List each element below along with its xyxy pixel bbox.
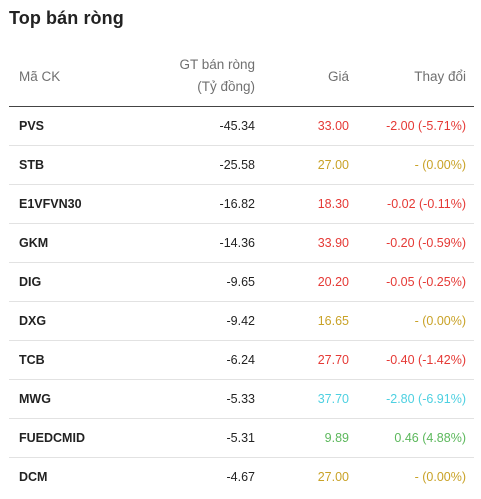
header-net-value-line2: (Tỷ đồng): [197, 79, 255, 94]
price: 16.65: [317, 314, 349, 328]
price: 9.89: [324, 431, 349, 445]
stock-code[interactable]: DXG: [19, 314, 47, 328]
price-change: - (0.00%): [414, 470, 466, 484]
stock-code[interactable]: STB: [19, 158, 44, 172]
price-change: - (0.00%): [414, 158, 466, 172]
table-body: PVS -45.34 33.00 -2.00 (-5.71%) STB -25.58 27.…: [9, 107, 474, 496]
price-change: -0.05 (-0.25%): [386, 275, 466, 289]
net-sell-value: -16.82: [219, 197, 255, 211]
table-row[interactable]: STB -25.58 27.00 - (0.00%): [9, 146, 474, 185]
net-sell-value: -25.58: [219, 158, 255, 172]
table-row[interactable]: GKM -14.36 33.90 -0.20 (-0.59%): [9, 224, 474, 263]
net-sell-value: -14.36: [219, 236, 255, 250]
stock-code[interactable]: FUEDCMID: [19, 431, 85, 445]
net-sell-value: -5.31: [226, 431, 256, 445]
stock-code[interactable]: MWG: [19, 392, 51, 406]
stock-code[interactable]: GKM: [19, 236, 49, 250]
price: 27.00: [317, 158, 349, 172]
price: 20.20: [317, 275, 349, 289]
price-change: -0.02 (-0.11%): [387, 197, 466, 211]
table-row[interactable]: E1VFVN30 -16.82 18.30 -0.02 (-0.11%): [9, 185, 474, 224]
table-row[interactable]: DIG -9.65 20.20 -0.05 (-0.25%): [9, 263, 474, 302]
header-code[interactable]: Mã CK: [19, 69, 61, 84]
price-change: -2.80 (-6.91%): [386, 392, 466, 406]
header-divider: [9, 106, 474, 107]
stock-code[interactable]: TCB: [19, 353, 45, 367]
net-sell-value: -9.42: [226, 314, 256, 328]
net-sell-value: -6.24: [226, 353, 256, 367]
header-net-value-line1: GT bán ròng: [179, 57, 255, 72]
table-header: Mã CK GT bán ròng (Tỷ đồng) Giá Thay đổi: [9, 52, 474, 104]
table-row[interactable]: DXG -9.42 16.65 - (0.00%): [9, 302, 474, 341]
price-change: -2.00 (-5.71%): [386, 119, 466, 133]
net-sell-value: -4.67: [226, 470, 256, 484]
table-row[interactable]: DCM -4.67 27.00 - (0.00%): [9, 458, 474, 496]
price-change: 0.46 (4.88%): [394, 431, 466, 445]
price: 33.90: [317, 236, 349, 250]
table-row[interactable]: PVS -45.34 33.00 -2.00 (-5.71%): [9, 107, 474, 146]
table-row[interactable]: TCB -6.24 27.70 -0.40 (-1.42%): [9, 341, 474, 380]
price: 33.00: [317, 119, 349, 133]
net-sell-value: -5.33: [226, 392, 256, 406]
table-row[interactable]: FUEDCMID -5.31 9.89 0.46 (4.88%): [9, 419, 474, 458]
net-sell-value: -45.34: [219, 119, 255, 133]
price-change: -0.20 (-0.59%): [386, 236, 466, 250]
header-price[interactable]: Giá: [327, 69, 349, 84]
stock-code[interactable]: DIG: [19, 275, 42, 289]
price: 27.00: [317, 470, 349, 484]
price: 27.70: [317, 353, 349, 367]
net-sell-value: -9.65: [226, 275, 256, 289]
header-change[interactable]: Thay đổi: [414, 69, 466, 84]
stock-code[interactable]: E1VFVN30: [19, 197, 82, 211]
widget-title: Top bán ròng: [9, 8, 124, 28]
price: 18.30: [317, 197, 349, 211]
price-change: -0.40 (-1.42%): [386, 353, 466, 367]
price: 37.70: [317, 392, 349, 406]
stock-code[interactable]: PVS: [19, 119, 45, 133]
header-net-value[interactable]: GT bán ròng (Tỷ đồng): [179, 54, 255, 98]
price-change: - (0.00%): [414, 314, 466, 328]
table-row[interactable]: MWG -5.33 37.70 -2.80 (-6.91%): [9, 380, 474, 419]
stock-code[interactable]: DCM: [19, 470, 48, 484]
